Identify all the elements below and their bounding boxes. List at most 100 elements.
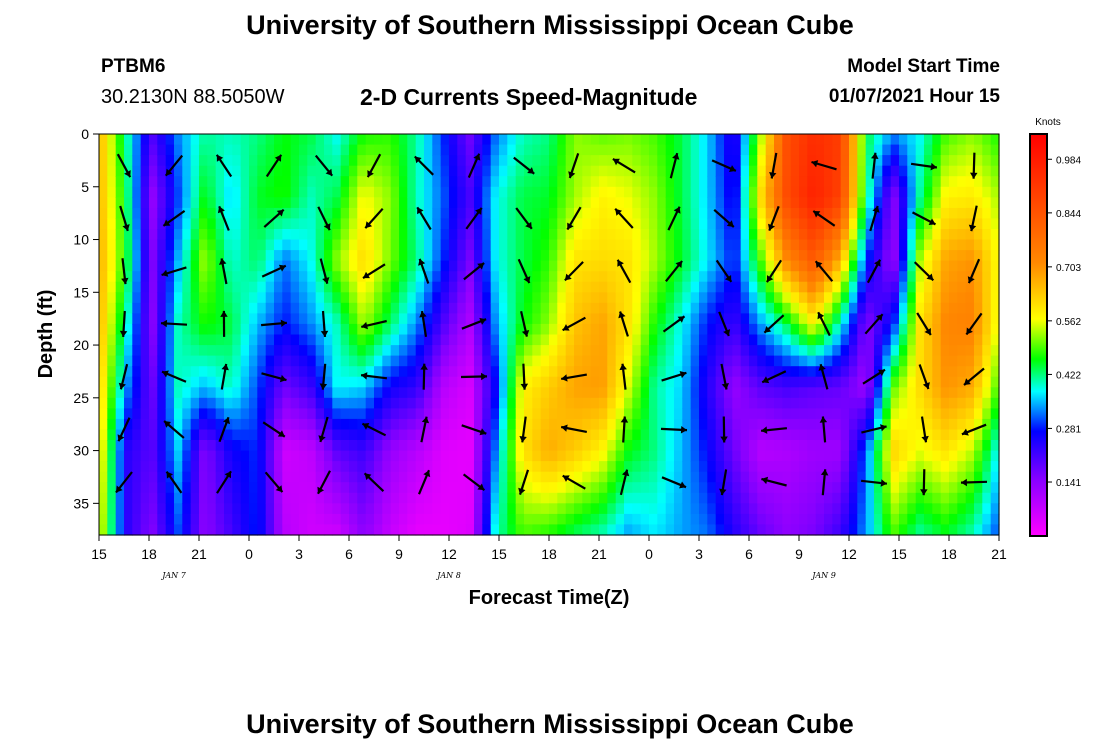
heatmap-cell <box>107 281 117 293</box>
heatmap-cell <box>157 408 167 420</box>
heatmap-cell <box>290 513 300 526</box>
heatmap-cell <box>274 186 283 198</box>
heatmap-cell <box>824 524 833 536</box>
heatmap-cell <box>949 165 958 177</box>
heatmap-cell <box>432 513 442 526</box>
heatmap-cell <box>282 229 292 241</box>
heatmap-cell <box>465 302 475 314</box>
heatmap-cell <box>924 207 933 220</box>
heatmap-cell <box>390 323 400 336</box>
heatmap-cell <box>974 408 983 420</box>
heatmap-cell <box>432 229 442 241</box>
heatmap-cell <box>990 376 1000 388</box>
heatmap-cell <box>415 165 425 177</box>
heatmap-cell <box>832 292 842 304</box>
heatmap-cell <box>640 450 650 462</box>
heatmap-cell <box>849 345 858 357</box>
heatmap-cell <box>240 323 250 336</box>
heatmap-cell <box>740 408 750 420</box>
heatmap-cell <box>782 144 792 156</box>
heatmap-cell <box>582 271 592 283</box>
heatmap-cell <box>374 524 383 536</box>
heatmap-cell <box>224 334 233 346</box>
heatmap-cell <box>782 492 792 504</box>
heatmap-cell <box>574 313 583 325</box>
heatmap-cell <box>290 281 300 293</box>
heatmap-cell <box>749 397 758 409</box>
heatmap-cell <box>590 418 600 431</box>
heatmap-cell <box>299 387 308 399</box>
heatmap-cell <box>607 260 617 272</box>
heatmap-cell <box>715 292 725 304</box>
heatmap-cell <box>690 302 700 314</box>
heatmap-cell <box>807 345 817 357</box>
heatmap-cell <box>782 482 792 494</box>
heatmap-cell <box>107 229 117 241</box>
heatmap-cell <box>882 302 892 314</box>
heatmap-cell <box>982 207 992 220</box>
heatmap-cell <box>990 134 1000 146</box>
heatmap-cell <box>740 207 750 220</box>
heatmap-cell <box>465 229 475 241</box>
heatmap-cell <box>899 239 908 251</box>
current-arrowhead <box>317 486 325 494</box>
heatmap-cell <box>282 355 292 367</box>
heatmap-cell <box>490 492 500 504</box>
current-arrowhead <box>520 383 529 390</box>
heatmap-cell <box>857 165 867 177</box>
heatmap-cell <box>415 197 425 209</box>
heatmap-cell <box>607 482 617 494</box>
heatmap-cell <box>607 239 617 251</box>
heatmap-cell <box>465 482 475 494</box>
heatmap-cell <box>690 418 700 431</box>
heatmap-cell <box>982 482 992 494</box>
heatmap-cell <box>249 323 258 336</box>
heatmap-cell <box>615 281 625 293</box>
heatmap-cell <box>565 450 575 462</box>
heatmap-cell <box>324 355 333 367</box>
heatmap-cell <box>724 144 733 156</box>
heatmap-cell <box>974 503 983 515</box>
heatmap-cell <box>957 323 967 336</box>
heatmap-cell <box>707 134 717 146</box>
heatmap-cell <box>107 271 117 283</box>
heatmap-cell <box>807 155 817 167</box>
heatmap-cell <box>599 302 608 314</box>
heatmap-cell <box>399 155 408 167</box>
heatmap-cell <box>624 513 633 526</box>
heatmap-cell <box>932 292 942 304</box>
heatmap-cell <box>857 250 867 262</box>
heatmap-cell <box>649 144 658 156</box>
heatmap-cell <box>240 165 250 177</box>
heatmap-cell <box>382 197 392 209</box>
heatmap-cell <box>532 165 542 177</box>
heatmap-cell <box>890 524 900 536</box>
heatmap-cell <box>849 281 858 293</box>
heatmap-cell <box>674 292 683 304</box>
heatmap-cell <box>965 345 975 357</box>
heatmap-cell <box>182 503 192 515</box>
heatmap-cell <box>899 271 908 283</box>
heatmap-cell <box>715 376 725 388</box>
heatmap-cell <box>990 418 1000 431</box>
heatmap-cell <box>357 271 367 283</box>
heatmap-cell <box>732 302 742 314</box>
heatmap-cell <box>774 292 783 304</box>
heatmap-cell <box>849 292 858 304</box>
heatmap-cell <box>257 334 267 346</box>
heatmap-cell <box>499 482 508 494</box>
heatmap-cell <box>990 471 1000 483</box>
heatmap-cell <box>915 418 925 431</box>
heatmap-cell <box>540 376 550 388</box>
heatmap-cell <box>724 461 733 473</box>
heatmap-cell <box>732 239 742 251</box>
heatmap-cell <box>332 482 342 494</box>
heatmap-cell <box>940 482 950 494</box>
heatmap-cell <box>199 271 208 283</box>
heatmap-cell <box>290 387 300 399</box>
heatmap-cell <box>132 197 142 209</box>
heatmap-cell <box>340 429 350 441</box>
heatmap-cell <box>374 144 383 156</box>
heatmap-cell <box>232 408 242 420</box>
heatmap-cell <box>282 207 292 220</box>
